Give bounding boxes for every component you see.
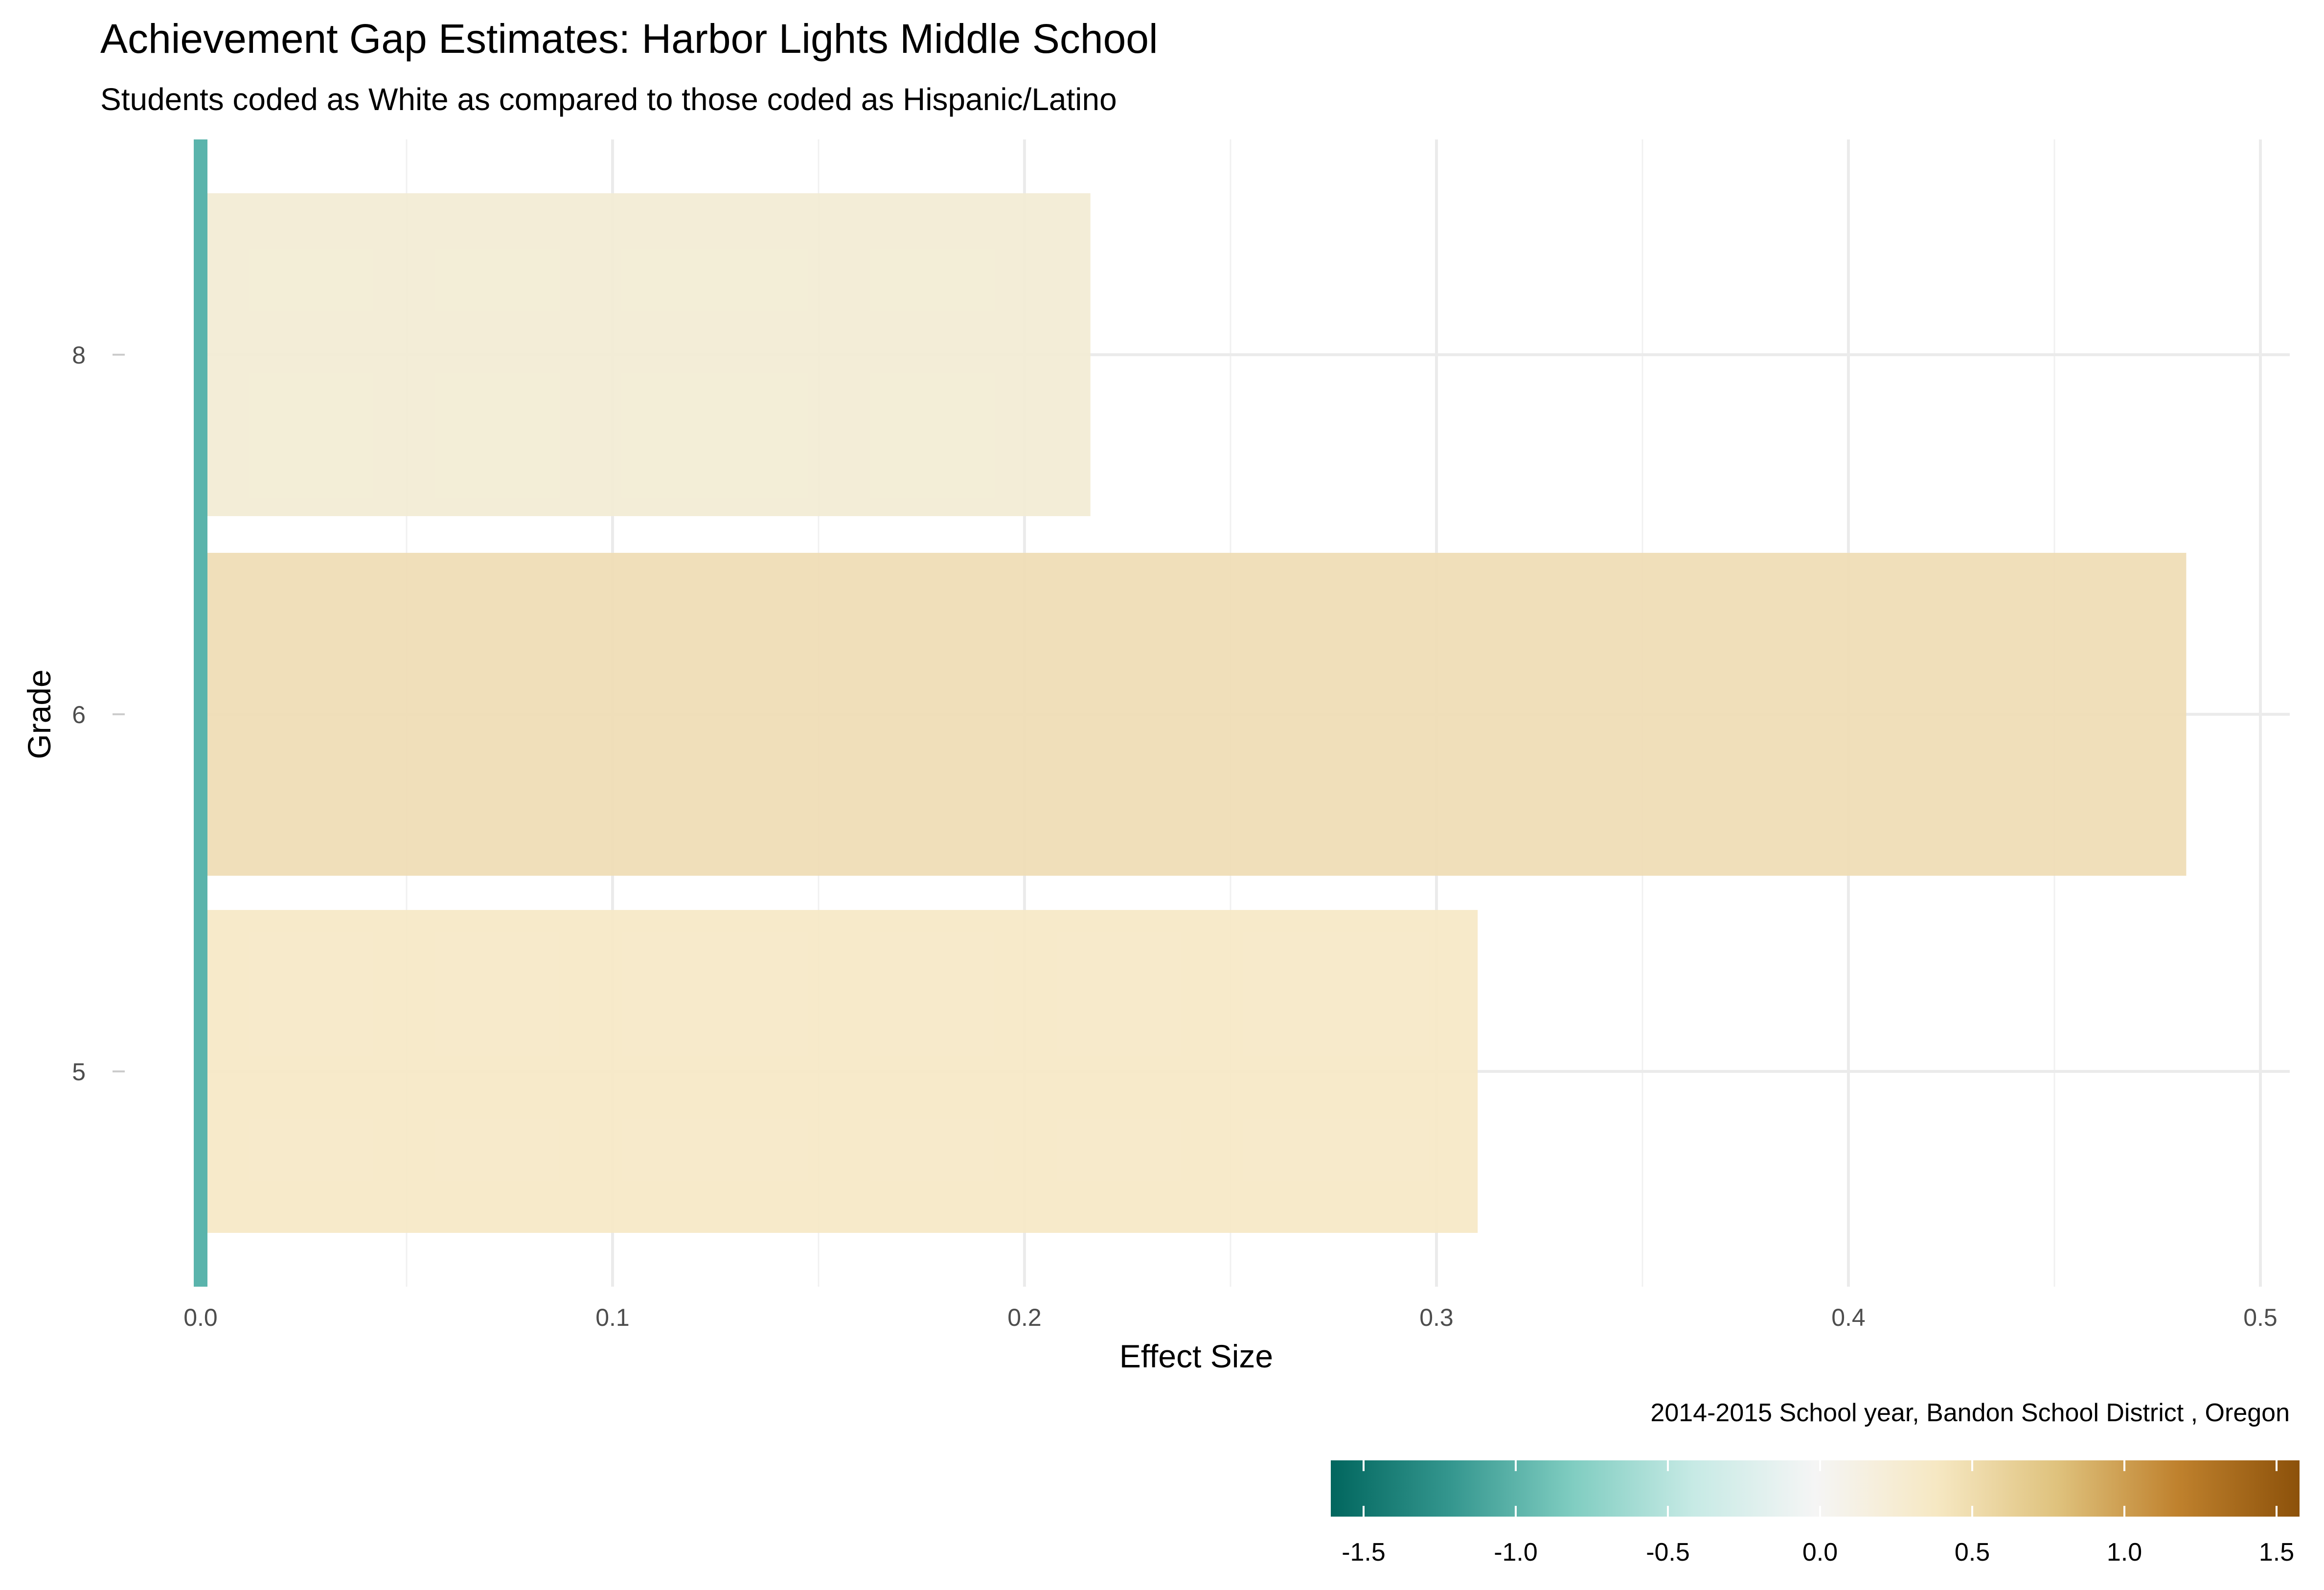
x-tick-label: 0.4 xyxy=(1831,1304,1866,1331)
x-tick-label: 0.2 xyxy=(1007,1304,1042,1331)
bar-grade-5 xyxy=(201,910,1478,1233)
x-tick-label: 0.1 xyxy=(595,1304,630,1331)
chart-caption: 2014-2015 School year, Bandon School Dis… xyxy=(1650,1399,2290,1427)
legend-tick-label: -1.5 xyxy=(1342,1538,1386,1567)
zero-reference-line xyxy=(194,139,207,1287)
bar-grade-6 xyxy=(201,553,2187,876)
x-axis-ticks: 0.0 0.1 0.2 0.3 0.4 0.5 xyxy=(183,1304,2278,1331)
y-tick-label: 8 xyxy=(72,341,86,369)
chart-subtitle: Students coded as White as compared to t… xyxy=(100,82,1117,117)
y-tick-label: 5 xyxy=(72,1058,86,1086)
x-tick-label: 0.0 xyxy=(183,1304,218,1331)
y-axis-ticks: 5 6 8 xyxy=(72,341,125,1086)
legend-tick-label: -0.5 xyxy=(1646,1538,1690,1567)
y-axis-title: Grade xyxy=(21,669,57,759)
legend-tick-label: -1.0 xyxy=(1494,1538,1538,1567)
legend-tick-label: 1.0 xyxy=(2107,1538,2142,1567)
y-tick-label: 6 xyxy=(72,701,86,728)
zero-line-layer xyxy=(194,139,207,1287)
x-tick-label: 0.3 xyxy=(1419,1304,1454,1331)
legend-tick-label: 0.5 xyxy=(1955,1538,1990,1567)
legend-tick-label: 0.0 xyxy=(1802,1538,1838,1567)
legend-color-bar xyxy=(1331,1460,2300,1517)
bar-grade-8 xyxy=(201,193,1091,516)
chart-title: Achievement Gap Estimates: Harbor Lights… xyxy=(100,16,1158,62)
x-axis-title: Effect Size xyxy=(1119,1338,1273,1374)
bars xyxy=(201,193,2187,1233)
legend-tick-label: 1.5 xyxy=(2259,1538,2294,1567)
x-tick-label: 0.5 xyxy=(2243,1304,2278,1331)
color-legend: -1.5 -1.0 -0.5 0.0 0.5 1.0 1.5 xyxy=(1331,1460,2300,1567)
